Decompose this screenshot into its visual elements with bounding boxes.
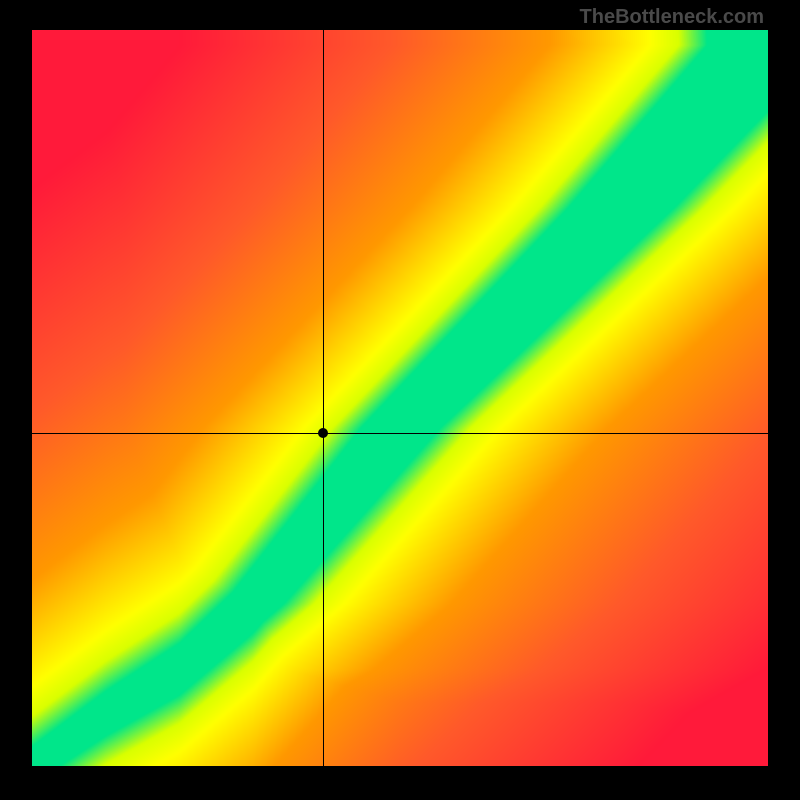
crosshair-horizontal bbox=[32, 433, 768, 434]
heatmap-canvas bbox=[32, 30, 768, 766]
heatmap-chart bbox=[32, 30, 768, 766]
watermark-text: TheBottleneck.com bbox=[580, 6, 764, 29]
data-point-marker bbox=[318, 428, 328, 438]
crosshair-vertical bbox=[323, 30, 324, 766]
